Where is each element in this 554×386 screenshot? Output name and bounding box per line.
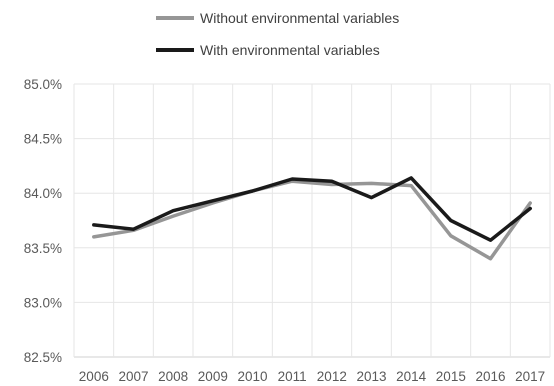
- x-tick-label: 2007: [118, 369, 148, 384]
- y-axis-tick-labels: 85.0% 84.5% 84.0% 83.5% 83.0% 82.5%: [24, 77, 62, 365]
- y-tick-label: 83.0%: [24, 295, 62, 310]
- series-line-without-env: [92, 179, 532, 261]
- x-tick-label: 2010: [237, 369, 267, 384]
- x-tick-label: 2014: [396, 369, 427, 384]
- x-tick-label: 2008: [158, 369, 188, 384]
- y-tick-label: 85.0%: [24, 77, 62, 92]
- y-tick-label: 84.0%: [24, 186, 62, 201]
- legend-label-with-env: With environmental variables: [200, 42, 380, 58]
- x-tick-label: 2009: [198, 369, 228, 384]
- x-tick-label: 2017: [515, 369, 545, 384]
- series-lines: [92, 176, 532, 261]
- x-tick-label: 2015: [436, 369, 466, 384]
- series-line-with-env: [92, 176, 532, 242]
- x-tick-label: 2016: [475, 369, 505, 384]
- x-tick-label: 2011: [278, 369, 307, 384]
- x-tick-label: 2006: [79, 369, 109, 384]
- legend-label-without-env: Without environmental variables: [200, 10, 399, 26]
- x-tick-label: 2012: [317, 369, 347, 384]
- y-tick-label: 83.5%: [24, 241, 62, 256]
- x-axis-tick-labels: 2006 2007 2008 2009 2010 2011 2012 2013 2014 2015…: [79, 369, 545, 384]
- gridlines: [73, 83, 551, 358]
- x-tick-label: 2013: [356, 369, 386, 384]
- y-tick-label: 82.5%: [24, 350, 62, 365]
- y-tick-label: 84.5%: [24, 132, 62, 147]
- legend: Without environmental variables With env…: [156, 10, 399, 58]
